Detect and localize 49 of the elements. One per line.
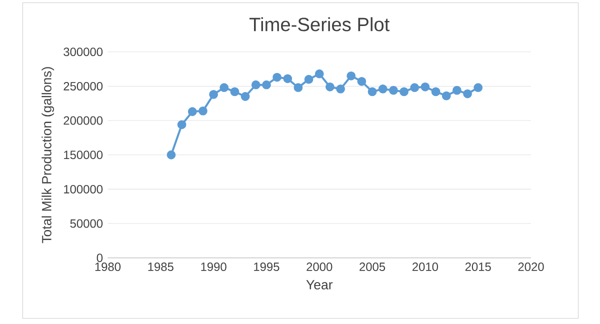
point <box>410 83 420 92</box>
point <box>304 74 314 84</box>
point <box>251 80 260 90</box>
point <box>463 89 472 98</box>
point <box>389 86 398 95</box>
point <box>346 71 356 80</box>
point <box>431 87 440 96</box>
point <box>272 72 282 82</box>
point <box>188 107 197 116</box>
point <box>378 84 388 94</box>
point <box>294 83 303 92</box>
y-tick-label: 300000 <box>64 48 103 56</box>
point <box>166 150 176 160</box>
x-tick-label: 2000 <box>306 262 332 272</box>
y-axis-title: Total Milk Production (gallons) <box>42 67 54 244</box>
point <box>400 87 408 96</box>
y-tick-label: 50000 <box>70 219 103 228</box>
point <box>314 69 324 78</box>
x-tick-label: 2005 <box>360 262 386 272</box>
point <box>177 120 186 130</box>
x-tick-label: 1995 <box>254 262 280 272</box>
point <box>230 87 240 96</box>
x-tick-label: 2020 <box>518 262 544 272</box>
point <box>420 82 430 92</box>
x-axis-title: Year <box>306 280 333 290</box>
point <box>283 74 292 84</box>
y-tick-label: 250000 <box>64 82 103 90</box>
x-tick-label: 2015 <box>465 262 491 272</box>
x-tick-label: 1985 <box>148 262 174 272</box>
x-tick-label: 1990 <box>201 262 226 272</box>
point <box>336 84 345 94</box>
point <box>368 87 377 96</box>
point <box>442 91 451 100</box>
point <box>452 86 462 95</box>
point <box>357 76 366 86</box>
y-tick-label: 100000 <box>64 184 103 194</box>
x-tick-label: 2010 <box>412 262 438 272</box>
y-tick-label: 200000 <box>64 116 103 125</box>
point <box>220 83 229 92</box>
point <box>209 90 218 99</box>
point <box>326 82 334 92</box>
point <box>262 80 271 90</box>
point <box>474 83 483 92</box>
x-tick-label: 1980 <box>95 262 121 272</box>
chart-title: Time-Series Plot <box>249 17 390 32</box>
y-tick-label: 150000 <box>64 150 103 160</box>
point <box>198 106 208 116</box>
point <box>240 92 250 101</box>
y-tick-label: 0 <box>96 254 103 262</box>
